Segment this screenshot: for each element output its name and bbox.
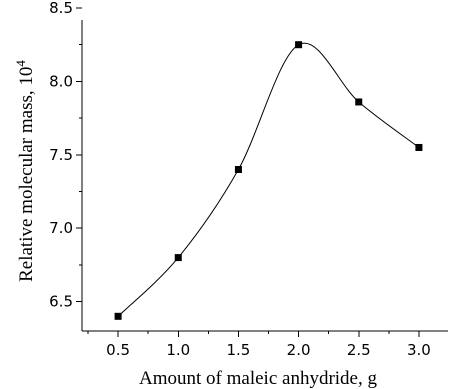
series-curve [117, 42, 420, 317]
y-tick-label: 8.0 [49, 72, 73, 90]
y-axis-title-text: Relative molecular mass, 10 [16, 67, 37, 282]
x-tick-label: 1.5 [226, 341, 250, 359]
y-tick-label: 6.5 [49, 293, 73, 311]
data-markers [114, 41, 423, 320]
data-point-3 [295, 41, 303, 49]
y-axis-title-superscript: 4 [13, 60, 28, 67]
x-axis-title: Amount of maleic anhydride, g [139, 368, 377, 389]
data-point-4 [355, 98, 363, 106]
x-tick-label: 1.0 [166, 341, 190, 359]
data-point-1 [174, 254, 182, 262]
axes [81, 20, 448, 332]
y-axis-title: Relative molecular mass, 104 [13, 60, 38, 282]
y-tick-label: 7.5 [49, 146, 73, 164]
data-point-0 [114, 312, 122, 320]
x-ticks: 0.5 1.0 1.5 2.0 2.5 3.0 [87, 331, 431, 359]
data-point-5 [415, 143, 423, 151]
x-tick-label: 3.0 [407, 341, 431, 359]
x-tick-label: 2.0 [287, 341, 311, 359]
data-point-2 [234, 166, 242, 173]
y-tick-label: 7.0 [49, 219, 73, 237]
y-ticks: 6.5 7.0 7.5 8.0 8.5 [49, 0, 82, 311]
x-tick-label: 2.5 [347, 341, 371, 359]
x-tick-label: 0.5 [106, 341, 130, 359]
y-tick-label: 8.5 [49, 0, 73, 17]
